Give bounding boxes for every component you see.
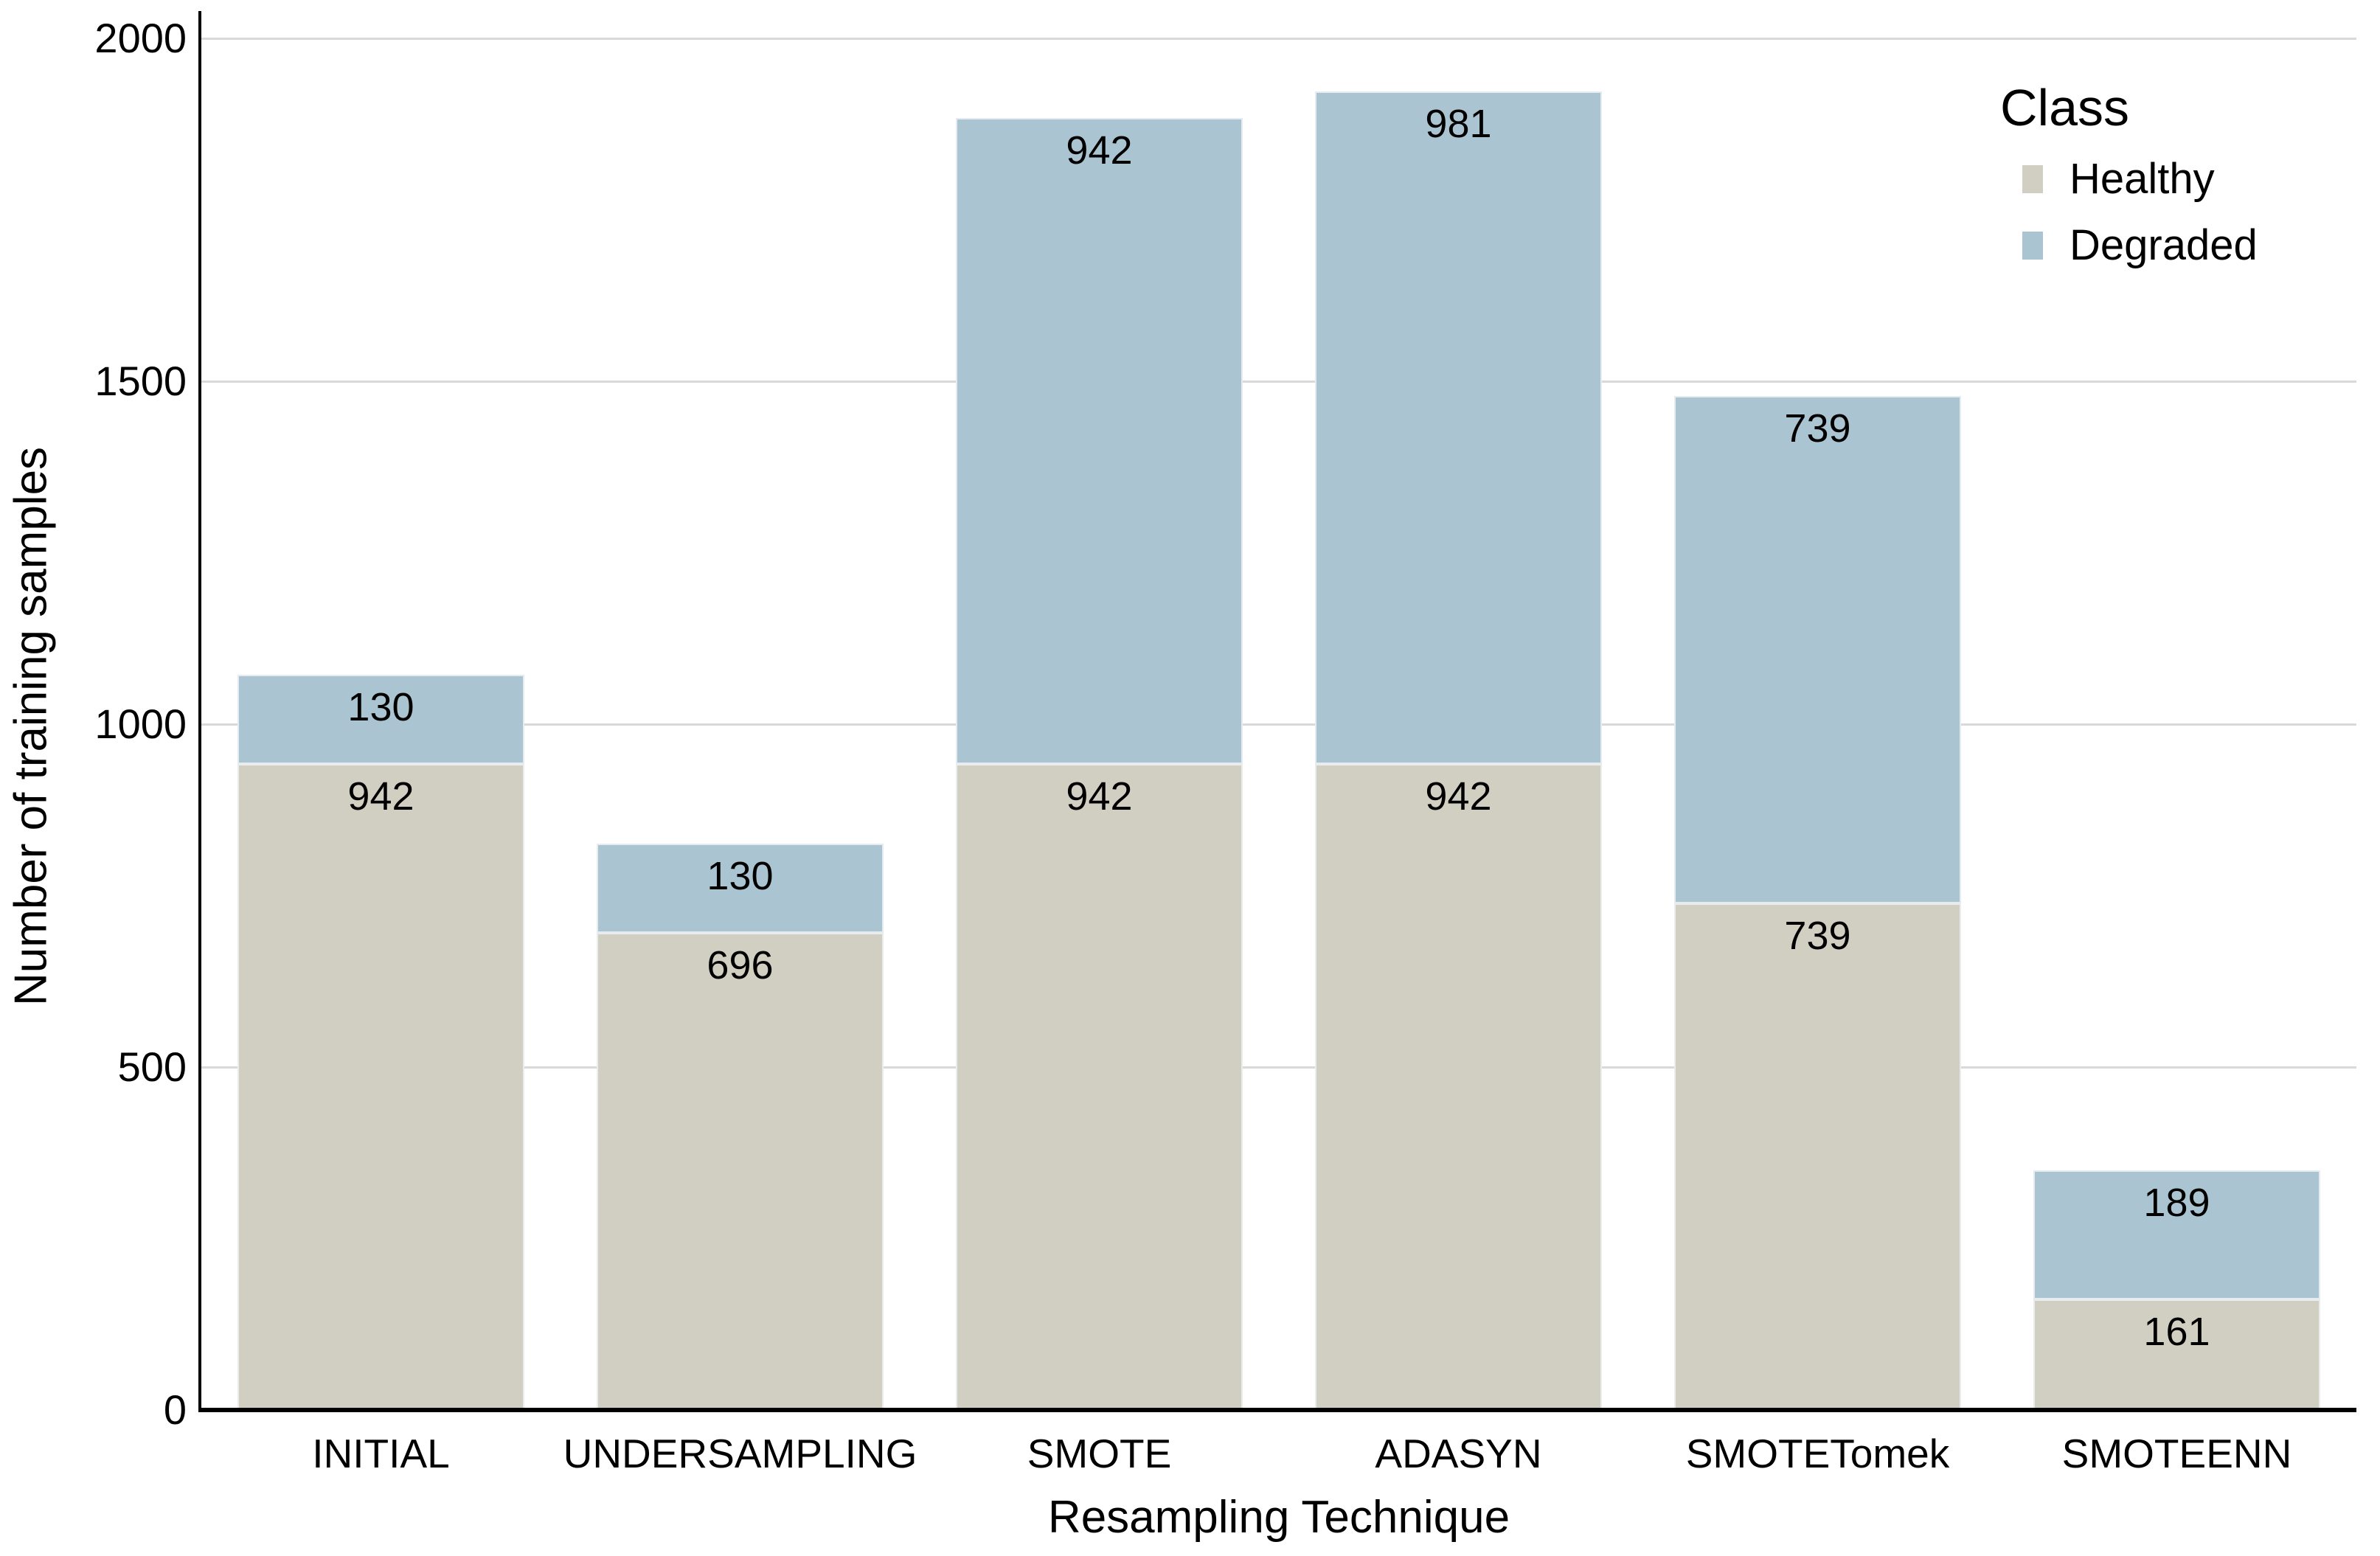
bar-value-label-healthy-SMOTETomek: 739 (1784, 913, 1851, 958)
x-tick-label-ADASYN: ADASYN (1375, 1431, 1542, 1476)
x-tick-label-UNDERSAMPLING: UNDERSAMPLING (563, 1431, 917, 1476)
gridline-1000 (201, 723, 2356, 726)
y-tick-label-2000: 2000 (94, 15, 187, 61)
x-tick-label-SMOTEENN: SMOTEENN (2061, 1431, 2292, 1476)
x-tick-label-SMOTETomek: SMOTETomek (1685, 1431, 1950, 1476)
gridline-500 (201, 1066, 2356, 1069)
x-tick-label-SMOTE: SMOTE (1027, 1431, 1172, 1476)
gridline-2000 (201, 37, 2356, 40)
bar-value-label-degraded-SMOTE: 942 (1066, 128, 1133, 173)
bar-value-label-degraded-INITIAL: 130 (347, 685, 414, 730)
legend-swatch-healthy (2022, 165, 2043, 193)
bar-segment-healthy-UNDERSAMPLING (596, 932, 884, 1410)
bar-value-label-degraded-SMOTEENN: 189 (2143, 1180, 2210, 1225)
bar-segment-degraded-SMOTE (955, 117, 1243, 764)
bar-segment-healthy-INITIAL (237, 763, 525, 1410)
legend: Class Healthy Degraded (2000, 80, 2258, 268)
y-tick-label-500: 500 (117, 1043, 187, 1090)
bar-segment-degraded-INITIAL (237, 675, 525, 764)
x-axis-line (198, 1408, 2356, 1412)
bar-value-label-healthy-SMOTE: 942 (1066, 774, 1133, 819)
bar-segment-degraded-SMOTETomek (1673, 396, 1962, 903)
bar-value-label-healthy-ADASYN: 942 (1425, 774, 1492, 819)
bar-segment-healthy-SMOTE (955, 763, 1243, 1410)
y-tick-label-0: 0 (163, 1386, 187, 1433)
bar-segment-healthy-ADASYN (1314, 763, 1603, 1410)
bar-value-label-healthy-UNDERSAMPLING: 696 (707, 942, 774, 987)
bar-segment-degraded-SMOTEENN (2033, 1170, 2321, 1300)
legend-item-degraded: Degraded (2022, 223, 2258, 268)
bar-segment-degraded-ADASYN (1314, 91, 1603, 764)
legend-label-healthy: Healthy (2070, 155, 2215, 203)
x-tick-label-INITIAL: INITIAL (312, 1431, 450, 1476)
bar-value-label-healthy-INITIAL: 942 (347, 774, 414, 819)
bar-value-label-degraded-SMOTETomek: 739 (1784, 406, 1851, 451)
legend-label-degraded: Degraded (2070, 221, 2258, 269)
x-axis-title: Resampling Technique (1047, 1492, 1510, 1543)
y-tick-label-1500: 1500 (94, 358, 187, 404)
bar-segment-healthy-SMOTETomek (1673, 903, 1962, 1410)
legend-item-healthy: Healthy (2022, 156, 2258, 202)
legend-swatch-degraded (2022, 232, 2043, 260)
legend-title: Class (2000, 79, 2130, 136)
bar-value-label-degraded-ADASYN: 981 (1425, 101, 1492, 146)
bar-value-label-degraded-UNDERSAMPLING: 130 (707, 853, 774, 898)
y-tick-label-1000: 1000 (94, 701, 187, 747)
y-axis-line (198, 11, 201, 1412)
gridline-1500 (201, 380, 2356, 383)
bar-segment-degraded-UNDERSAMPLING (596, 843, 884, 933)
bar-value-label-healthy-SMOTEENN: 161 (2143, 1310, 2210, 1355)
